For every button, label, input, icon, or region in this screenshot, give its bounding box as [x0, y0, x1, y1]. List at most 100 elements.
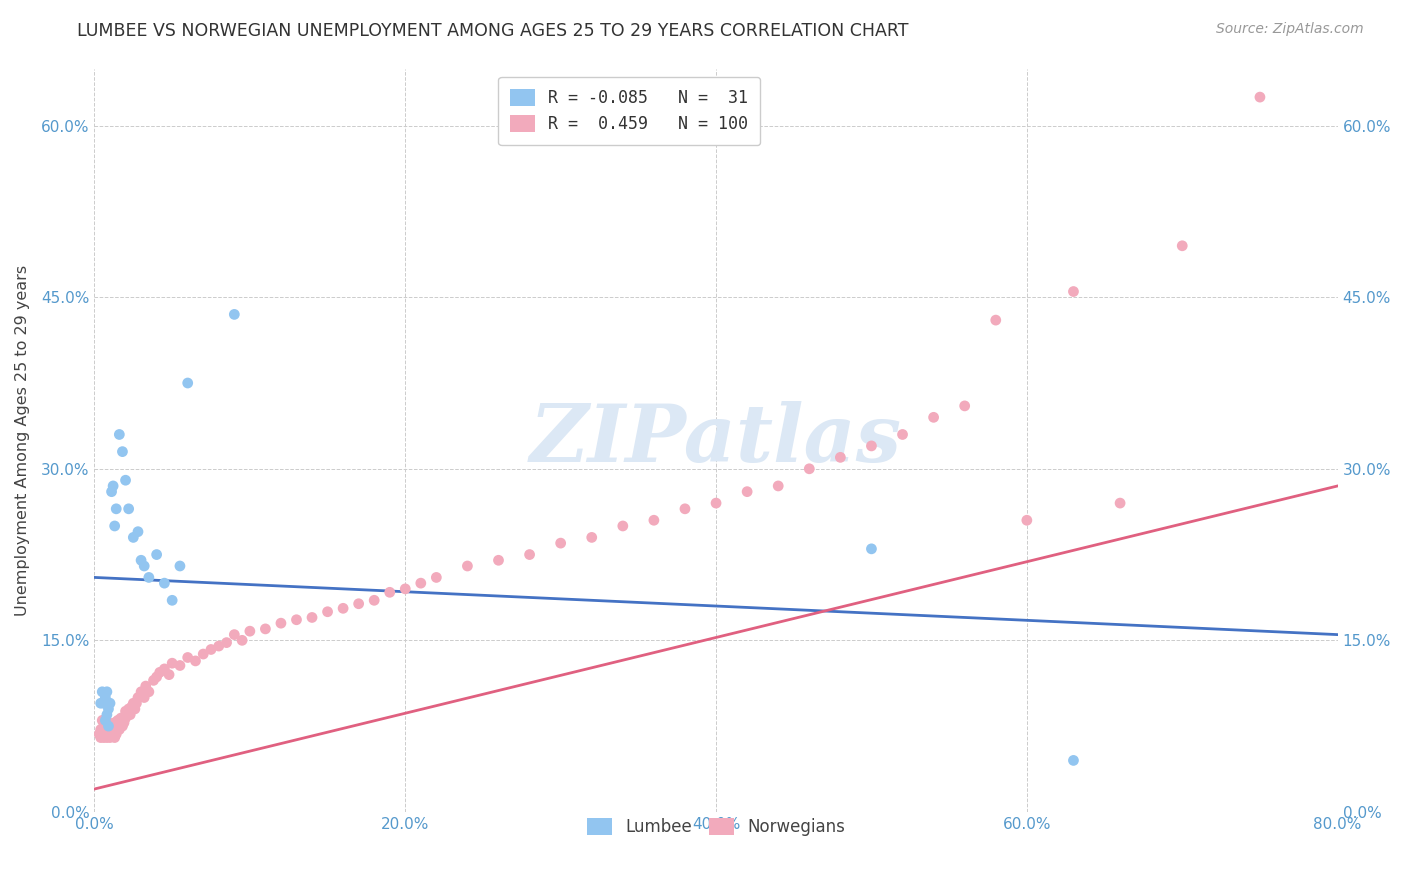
Point — [101, 724, 124, 739]
Point — [347, 597, 370, 611]
Text: ZIPatlas: ZIPatlas — [530, 401, 903, 479]
Point — [122, 696, 145, 710]
Point — [160, 657, 183, 671]
Point — [104, 519, 127, 533]
Point — [93, 719, 115, 733]
Point — [984, 313, 1007, 327]
Point — [105, 501, 128, 516]
Point — [1062, 753, 1084, 767]
Point — [93, 731, 115, 745]
Point — [254, 622, 277, 636]
Point — [425, 570, 447, 584]
Text: LUMBEE VS NORWEGIAN UNEMPLOYMENT AMONG AGES 25 TO 29 YEARS CORRELATION CHART: LUMBEE VS NORWEGIAN UNEMPLOYMENT AMONG A… — [77, 22, 908, 40]
Point — [98, 731, 121, 745]
Point — [363, 593, 385, 607]
Point — [378, 585, 401, 599]
Point — [94, 727, 117, 741]
Point — [111, 719, 134, 733]
Point — [100, 723, 122, 737]
Point — [142, 673, 165, 688]
Point — [643, 513, 665, 527]
Point — [135, 679, 157, 693]
Y-axis label: Unemployment Among Ages 25 to 29 years: Unemployment Among Ages 25 to 29 years — [15, 265, 30, 615]
Point — [100, 727, 122, 741]
Point — [89, 727, 111, 741]
Point — [200, 642, 222, 657]
Point — [177, 650, 200, 665]
Point — [125, 696, 148, 710]
Point — [114, 473, 136, 487]
Point — [145, 548, 167, 562]
Point — [97, 723, 120, 737]
Point — [157, 667, 180, 681]
Point — [922, 410, 945, 425]
Point — [118, 702, 141, 716]
Point — [149, 665, 172, 680]
Point — [91, 724, 114, 739]
Point — [735, 484, 758, 499]
Point — [231, 633, 253, 648]
Point — [301, 610, 323, 624]
Point — [224, 307, 246, 321]
Point — [112, 715, 135, 730]
Point — [129, 685, 152, 699]
Point — [208, 639, 231, 653]
Point — [96, 685, 118, 699]
Point — [98, 724, 121, 739]
Point — [124, 702, 146, 716]
Point — [138, 685, 160, 699]
Point — [1171, 239, 1194, 253]
Point — [121, 699, 143, 714]
Point — [111, 444, 134, 458]
Point — [96, 707, 118, 722]
Point — [127, 690, 149, 705]
Point — [127, 524, 149, 539]
Point — [114, 704, 136, 718]
Point — [215, 635, 238, 649]
Point — [766, 479, 789, 493]
Point — [891, 427, 914, 442]
Text: Source: ZipAtlas.com: Source: ZipAtlas.com — [1216, 22, 1364, 37]
Point — [612, 519, 634, 533]
Point — [91, 714, 114, 728]
Point — [96, 731, 118, 745]
Point — [953, 399, 976, 413]
Point — [122, 530, 145, 544]
Point — [101, 719, 124, 733]
Point — [110, 711, 132, 725]
Point — [169, 658, 191, 673]
Point — [285, 613, 308, 627]
Point — [160, 593, 183, 607]
Point — [799, 462, 821, 476]
Point — [97, 715, 120, 730]
Point — [860, 541, 883, 556]
Point — [97, 719, 120, 733]
Point — [105, 723, 128, 737]
Point — [673, 501, 696, 516]
Point — [456, 559, 478, 574]
Point — [316, 605, 339, 619]
Point — [114, 711, 136, 725]
Point — [1015, 513, 1038, 527]
Point — [107, 714, 129, 728]
Point — [98, 696, 121, 710]
Point — [94, 719, 117, 733]
Point — [488, 553, 510, 567]
Point — [134, 559, 156, 574]
Point — [120, 707, 142, 722]
Point — [830, 450, 852, 465]
Point — [107, 719, 129, 733]
Legend: Lumbee, Norwegians: Lumbee, Norwegians — [579, 810, 853, 845]
Point — [153, 662, 176, 676]
Point — [409, 576, 432, 591]
Point — [169, 559, 191, 574]
Point — [519, 548, 541, 562]
Point — [108, 715, 131, 730]
Point — [134, 690, 156, 705]
Point — [97, 702, 120, 716]
Point — [138, 570, 160, 584]
Point — [1062, 285, 1084, 299]
Point — [105, 727, 128, 741]
Point — [860, 439, 883, 453]
Point — [118, 501, 141, 516]
